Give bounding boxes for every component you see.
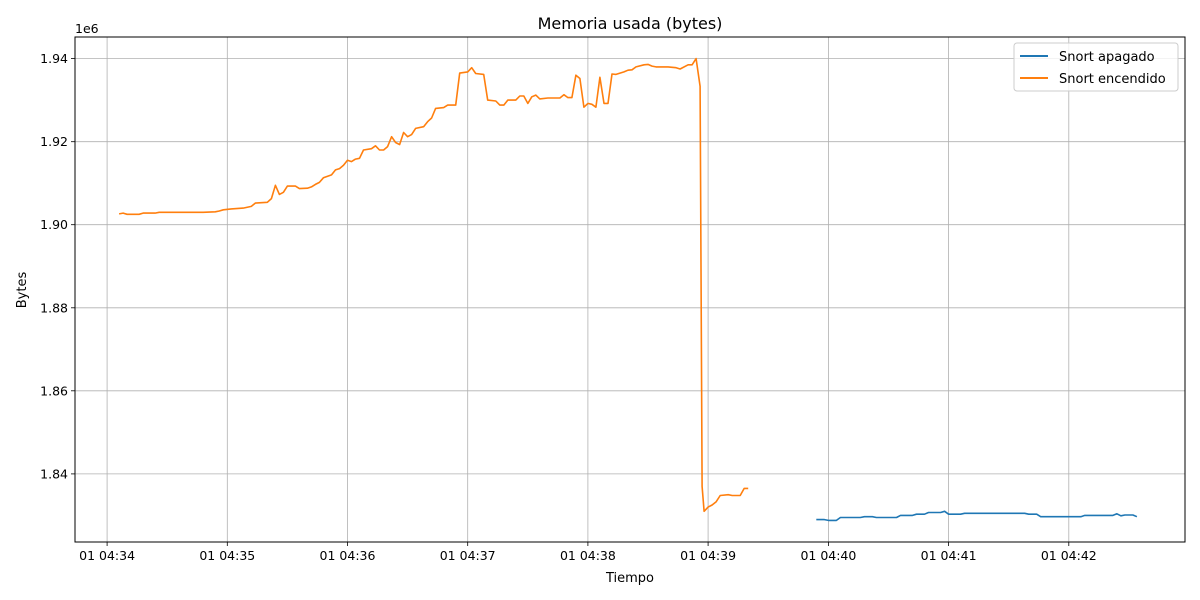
series-line-snort-apagado	[816, 510, 1138, 522]
series-lines	[118, 57, 1138, 522]
y-tick-label-1-86: 1.86	[40, 383, 68, 398]
x-tick-label-04-42: 01 04:42	[1041, 548, 1097, 563]
grid	[75, 37, 1185, 542]
axis-ticks: 01 04:34 01 04:35 01 04:36 01 04:37 01 04:38…	[40, 51, 1097, 563]
legend-label-snort-encendido: Snort encendido	[1059, 72, 1166, 87]
legend-box	[1013, 42, 1179, 92]
chart-title: Memoria usada (bytes)	[538, 14, 723, 33]
x-axis-label: Tiempo	[605, 571, 654, 586]
x-tick-label-04-38: 01 04:38	[560, 548, 616, 563]
x-tick-label-04-35: 01 04:35	[199, 548, 255, 563]
x-tick-label-04-40: 01 04:40	[800, 548, 856, 563]
x-tick-label-04-34: 01 04:34	[79, 548, 135, 563]
y-offset-label: 1e6	[75, 21, 99, 36]
y-tick-label-1-92: 1.92	[40, 134, 68, 149]
x-tick-label-04-37: 01 04:37	[440, 548, 496, 563]
legend-label-snort-apagado: Snort apagado	[1059, 50, 1155, 65]
x-tick-label-04-36: 01 04:36	[320, 548, 376, 563]
legend: Snort apagado Snort encendido	[1013, 42, 1179, 92]
y-tick-label-1-84: 1.84	[40, 466, 68, 481]
y-axis-label: Bytes	[15, 272, 30, 309]
plot-frame	[74, 36, 1186, 543]
x-tick-label-04-41: 01 04:41	[921, 548, 977, 563]
x-tick-label-04-39: 01 04:39	[680, 548, 736, 563]
y-tick-label-1-94: 1.94	[40, 51, 68, 66]
y-tick-label-1-88: 1.88	[40, 300, 68, 315]
series-line-snort-encendido	[118, 57, 749, 513]
y-tick-label-1-90: 1.90	[40, 217, 68, 232]
